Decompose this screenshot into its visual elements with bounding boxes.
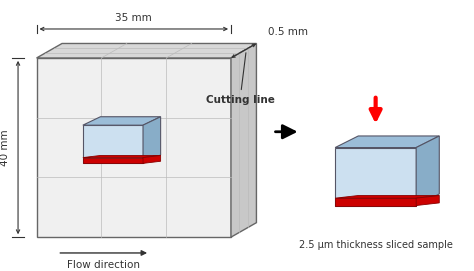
Text: 35 mm: 35 mm xyxy=(115,13,152,23)
Polygon shape xyxy=(36,43,256,58)
Text: Flow direction: Flow direction xyxy=(67,260,140,270)
Text: 40 mm: 40 mm xyxy=(0,129,9,166)
Polygon shape xyxy=(231,43,256,237)
Text: Cutting line: Cutting line xyxy=(206,53,274,105)
Polygon shape xyxy=(83,156,161,157)
Bar xyxy=(83,125,143,163)
Polygon shape xyxy=(143,117,161,163)
Text: 0.5 mm: 0.5 mm xyxy=(268,27,308,37)
Polygon shape xyxy=(335,136,439,148)
Polygon shape xyxy=(83,117,161,125)
Bar xyxy=(335,198,416,205)
Bar xyxy=(335,148,416,205)
Polygon shape xyxy=(143,156,161,163)
Bar xyxy=(36,58,231,237)
Bar xyxy=(83,157,143,163)
Polygon shape xyxy=(416,195,439,205)
Text: 2.5 μm thickness sliced sample: 2.5 μm thickness sliced sample xyxy=(299,240,453,250)
Polygon shape xyxy=(416,136,439,205)
Polygon shape xyxy=(335,195,439,198)
